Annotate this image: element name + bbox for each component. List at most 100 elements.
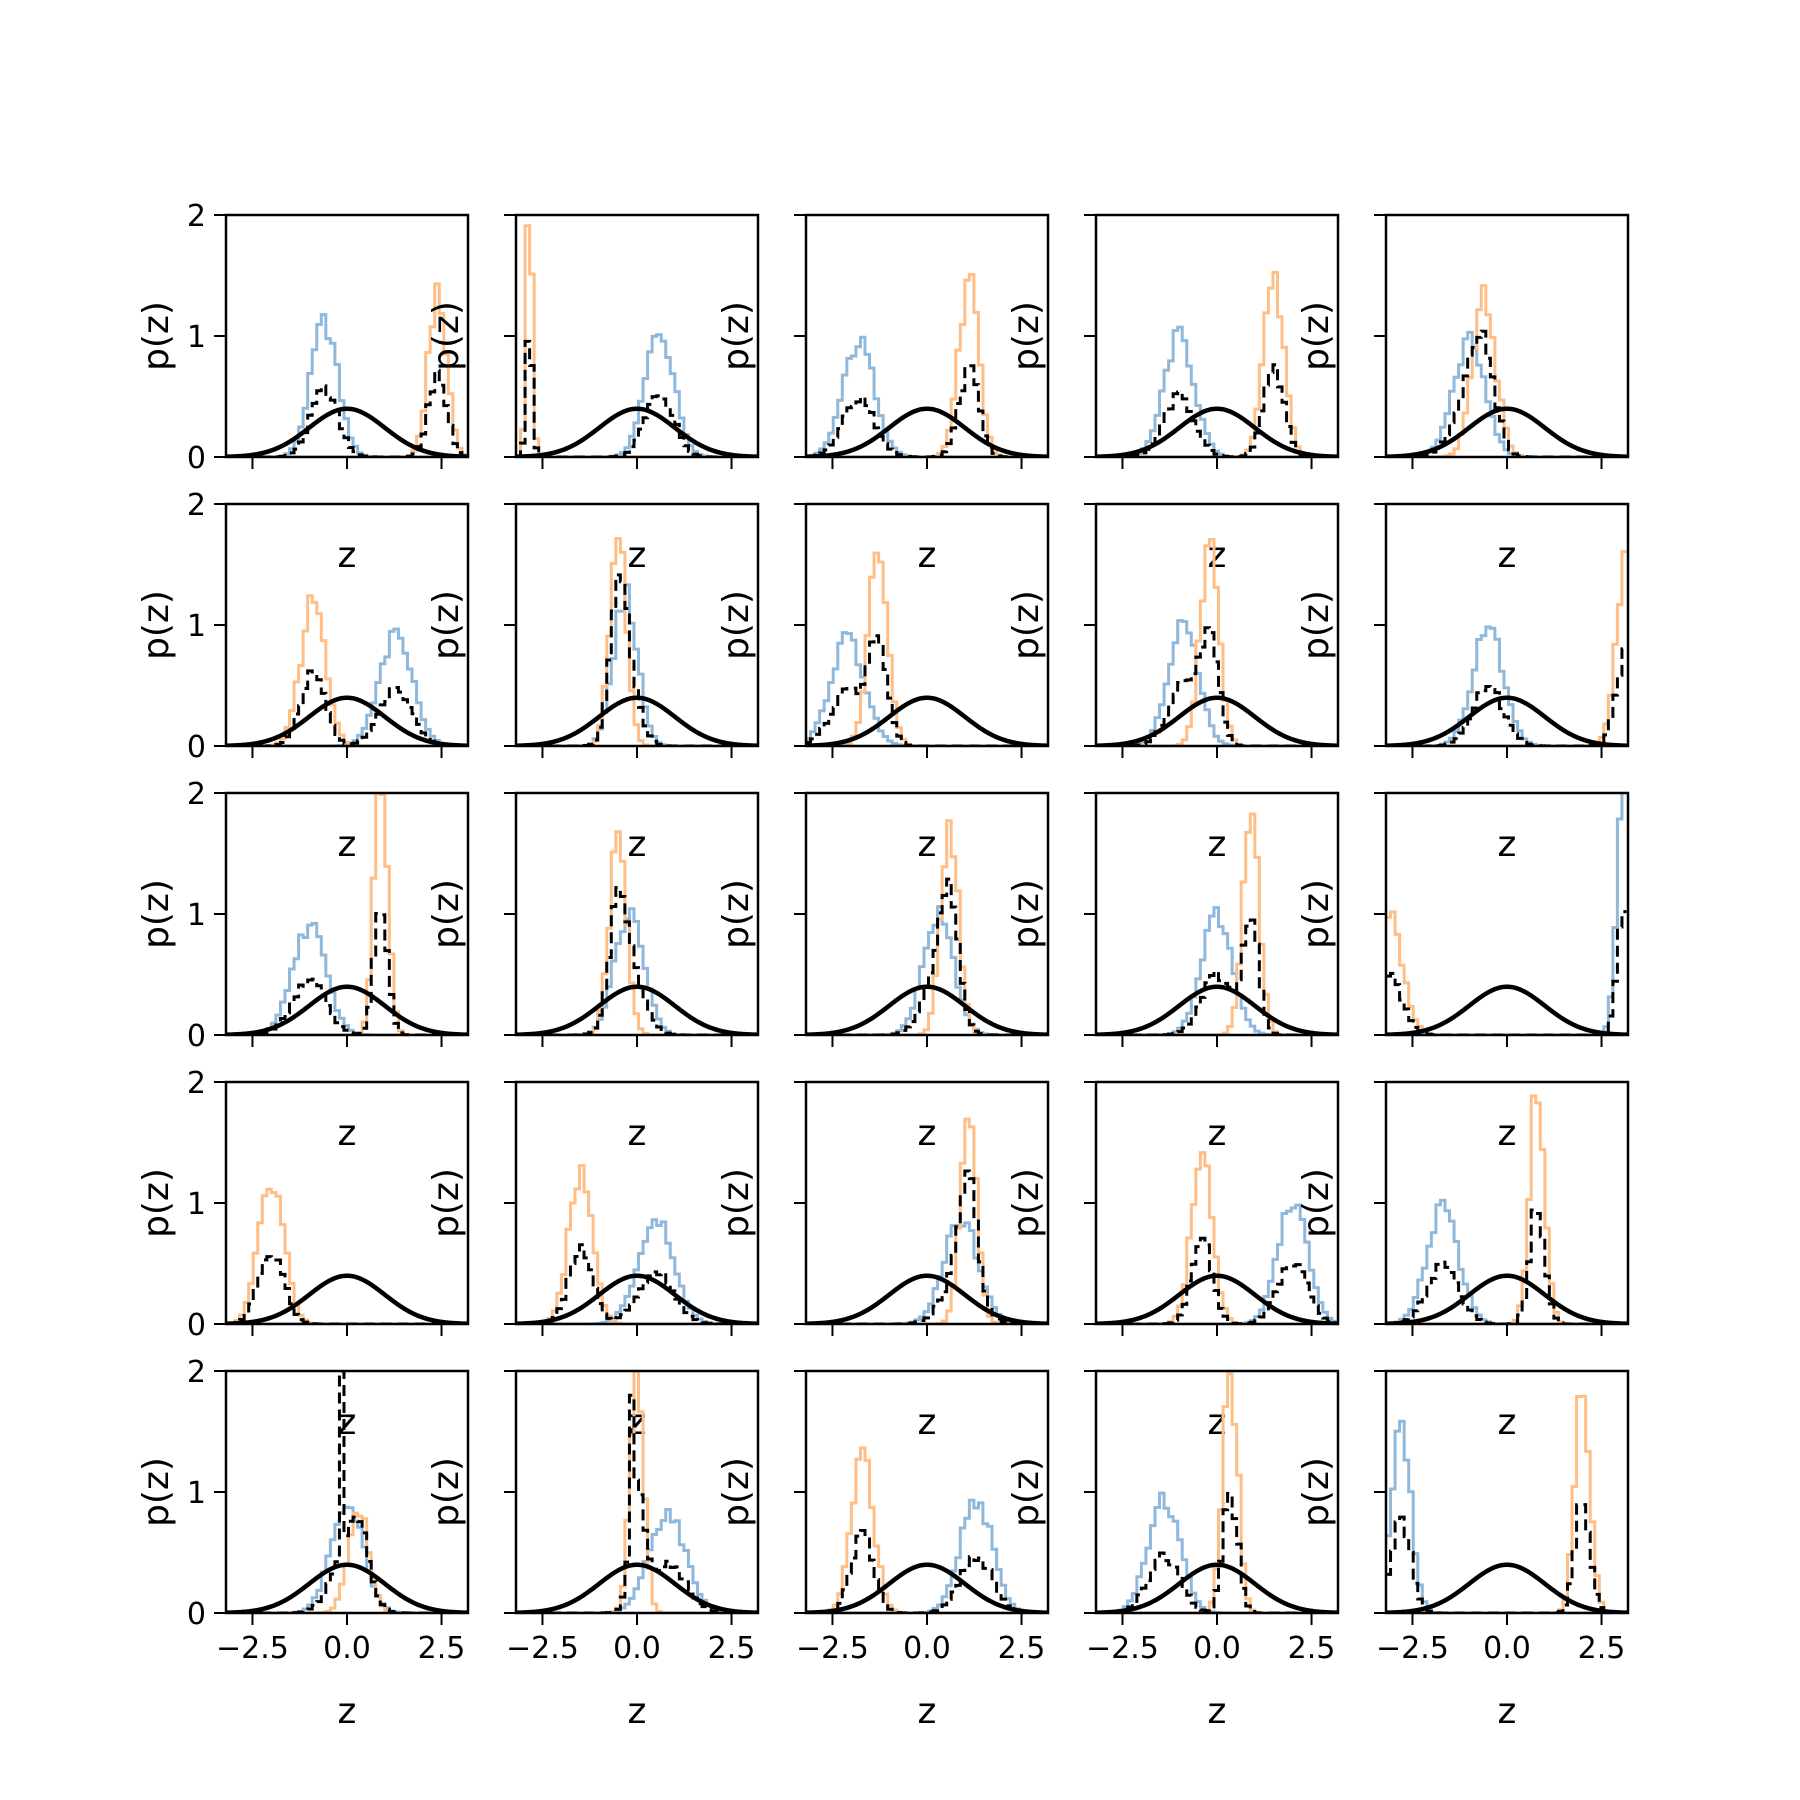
- y-tick-label: 2: [187, 488, 206, 523]
- y-tick-label: 1: [187, 609, 206, 644]
- y-axis-label: p(z): [1006, 301, 1047, 371]
- x-axis-label: z: [338, 1691, 357, 1732]
- y-axis-label: p(z): [136, 301, 177, 371]
- standard-normal-curve: [516, 695, 758, 746]
- y-axis-label: p(z): [426, 1168, 467, 1238]
- histogram-series-orange: [1386, 1094, 1627, 1324]
- y-axis-label: p(z): [716, 879, 757, 949]
- histogram-mixture-dashed: [1386, 1503, 1627, 1613]
- x-tick-label: −2.5: [796, 1631, 869, 1666]
- y-axis-label: p(z): [716, 1457, 757, 1527]
- x-axis-label: z: [1208, 1113, 1227, 1154]
- standard-normal-curve: [516, 406, 758, 457]
- x-axis-label: z: [628, 1113, 647, 1154]
- standard-normal-curve: [1386, 984, 1628, 1035]
- subplot-r0-c4: z p(z): [1296, 213, 1630, 576]
- plot-area: [1096, 270, 1338, 457]
- y-tick-label: 2: [187, 199, 206, 234]
- standard-normal-curve: [806, 406, 1048, 457]
- histogram-series-orange: [1096, 1372, 1337, 1613]
- y-axis-label: p(z): [426, 1457, 467, 1527]
- histogram-series-blue: [226, 627, 467, 746]
- x-axis-label: z: [1208, 824, 1227, 865]
- histogram-mixture-dashed: [226, 368, 467, 457]
- histogram-series-blue: [1386, 625, 1627, 746]
- y-axis-label: p(z): [136, 1168, 177, 1238]
- y-tick-label: 1: [187, 1187, 206, 1222]
- y-axis-label: p(z): [1296, 590, 1337, 660]
- subplot-r0-c1: z p(z): [426, 213, 760, 576]
- subplot-r4-c3: −2.5 0.0 2.5 z p(z): [1006, 1369, 1340, 1732]
- subplot-r2-c2: z p(z): [716, 791, 1050, 1154]
- subplot-r0-c0: 0 1 2 z p(z): [136, 199, 470, 576]
- axes-frame: [1384, 213, 1630, 459]
- x-axis-label: z: [1498, 824, 1517, 865]
- histogram-mixture-dashed: [226, 1255, 467, 1324]
- histogram-series-orange: [1096, 1151, 1337, 1324]
- y-axis-label: p(z): [1006, 1457, 1047, 1527]
- y-tick-label: 2: [187, 1066, 206, 1101]
- y-tick-label: 1: [187, 898, 206, 933]
- subplot-r2-c4: z p(z): [1296, 791, 1630, 1154]
- histogram-series-orange: [226, 793, 467, 1035]
- x-axis-label: z: [1208, 535, 1227, 576]
- histogram-series-orange: [226, 1511, 467, 1613]
- subplot-r4-c4: −2.5 0.0 2.5 z p(z): [1296, 1369, 1630, 1732]
- subplot-grid: 0 1 2 z p(z) z p(z) z p(z) z p(z) z p(z) 0 1 2 z p(z) z p(z…: [136, 199, 1630, 1732]
- y-axis-label: p(z): [1296, 1457, 1337, 1527]
- x-tick-label: 0.0: [613, 1631, 661, 1666]
- y-axis-label: p(z): [136, 879, 177, 949]
- histogram-series-orange: [1386, 910, 1627, 1035]
- standard-normal-curve: [516, 984, 758, 1035]
- x-axis-label: z: [628, 824, 647, 865]
- histogram-series-orange: [516, 830, 757, 1035]
- standard-normal-curve: [806, 1273, 1048, 1324]
- histogram-series-orange: [516, 537, 757, 746]
- subplot-r0-c2: z p(z): [716, 213, 1050, 576]
- standard-normal-curve: [226, 406, 468, 457]
- x-axis-label: z: [338, 824, 357, 865]
- x-axis-label: z: [628, 1691, 647, 1732]
- histogram-series-orange: [1096, 537, 1337, 746]
- y-axis-label: p(z): [426, 879, 467, 949]
- histogram-mixture-dashed: [516, 339, 757, 457]
- y-axis-label: p(z): [716, 590, 757, 660]
- histogram-mixture-dashed: [226, 669, 467, 746]
- subplot-r1-c4: z p(z): [1296, 502, 1630, 865]
- y-tick-label: 2: [187, 777, 206, 812]
- y-axis-label: p(z): [1296, 1168, 1337, 1238]
- subplot-r1-c3: z p(z): [1006, 502, 1340, 865]
- y-tick-label: 1: [187, 1476, 206, 1511]
- standard-normal-curve: [516, 1273, 758, 1324]
- y-axis-label: p(z): [1296, 879, 1337, 949]
- x-tick-label: 2.5: [1288, 1631, 1336, 1666]
- y-axis-label: p(z): [426, 301, 467, 371]
- y-axis-label: p(z): [136, 1457, 177, 1527]
- subplot-r3-c3: z p(z): [1006, 1080, 1340, 1443]
- subplot-r3-c4: z p(z): [1296, 1080, 1630, 1443]
- histogram-series-blue: [1386, 1198, 1627, 1324]
- x-tick-label: −2.5: [1086, 1631, 1159, 1666]
- y-axis-label: p(z): [136, 590, 177, 660]
- x-axis-label: z: [1498, 1402, 1517, 1443]
- x-axis-label: z: [918, 1691, 937, 1732]
- y-tick-label: 0: [187, 1597, 206, 1632]
- standard-normal-curve: [226, 1273, 468, 1324]
- x-axis-label: z: [1498, 1113, 1517, 1154]
- plot-area: [1096, 1151, 1338, 1324]
- plot-area: [1386, 550, 1628, 746]
- subplot-r3-c1: z p(z): [426, 1080, 760, 1443]
- subplot-r4-c1: −2.5 0.0 2.5 z p(z): [426, 1369, 760, 1732]
- y-axis-label: p(z): [1006, 879, 1047, 949]
- y-tick-label: 0: [187, 441, 206, 476]
- x-tick-label: −2.5: [1376, 1631, 1449, 1666]
- x-axis-label: z: [1498, 535, 1517, 576]
- histogram-mixture-dashed: [1096, 1236, 1337, 1324]
- standard-normal-curve: [1386, 406, 1628, 457]
- subplot-r3-c0: 0 1 2 z p(z): [136, 1066, 470, 1443]
- x-axis-label: z: [628, 535, 647, 576]
- histogram-series-blue: [1386, 1419, 1627, 1613]
- x-axis-label: z: [918, 1113, 937, 1154]
- x-tick-label: −2.5: [506, 1631, 579, 1666]
